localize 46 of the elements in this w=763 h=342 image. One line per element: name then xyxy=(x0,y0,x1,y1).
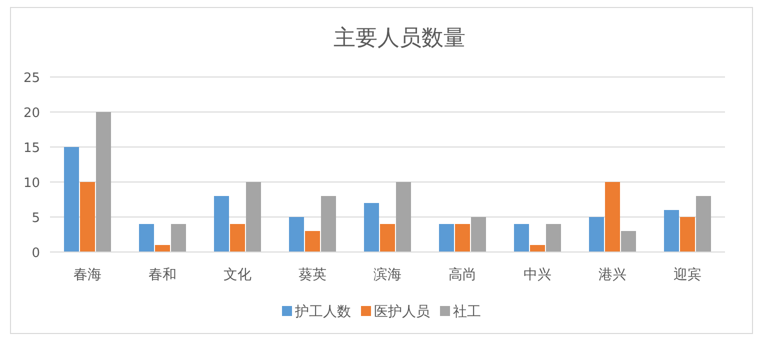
y-tick-label: 10 xyxy=(23,176,40,191)
bar xyxy=(455,224,470,252)
legend-label: 医护人员 xyxy=(374,304,430,320)
bar xyxy=(289,217,304,252)
bar xyxy=(621,231,636,252)
bar xyxy=(680,217,695,252)
y-tick-label: 25 xyxy=(23,71,40,86)
bar xyxy=(471,217,486,252)
chart-title: 主要人员数量 xyxy=(334,26,466,51)
y-tick-label: 0 xyxy=(32,246,40,261)
x-tick-label: 文化 xyxy=(224,267,252,283)
x-tick-label: 滨海 xyxy=(374,267,402,283)
x-tick-label: 春和 xyxy=(148,267,176,283)
y-tick-label: 5 xyxy=(32,211,40,226)
y-tick-label: 15 xyxy=(23,141,40,156)
x-tick-label: 春海 xyxy=(74,267,102,283)
x-tick-label: 葵英 xyxy=(298,267,326,283)
bar xyxy=(96,112,111,252)
bar xyxy=(305,231,320,252)
bar xyxy=(530,245,545,252)
bar xyxy=(439,224,454,252)
bar xyxy=(364,203,379,252)
bar xyxy=(696,196,711,252)
x-tick-label: 中兴 xyxy=(524,267,552,283)
bar xyxy=(155,245,170,252)
bar xyxy=(246,182,261,252)
bar xyxy=(230,224,245,252)
bar xyxy=(380,224,395,252)
bar xyxy=(589,217,604,252)
x-tick-label: 港兴 xyxy=(598,267,626,283)
bar xyxy=(64,147,79,252)
bar xyxy=(171,224,186,252)
bar xyxy=(605,182,620,252)
x-tick-label: 迎宾 xyxy=(674,267,702,283)
bar xyxy=(664,210,679,252)
y-tick-label: 20 xyxy=(23,106,40,121)
bar xyxy=(514,224,529,252)
bar xyxy=(396,182,411,252)
legend-label: 护工人数 xyxy=(294,304,351,320)
legend-label: 社工 xyxy=(453,304,481,320)
bar xyxy=(214,196,229,252)
bar xyxy=(139,224,154,252)
x-tick-label: 高尚 xyxy=(448,267,476,283)
bar xyxy=(321,196,336,252)
bar xyxy=(80,182,95,252)
bar xyxy=(546,224,561,252)
